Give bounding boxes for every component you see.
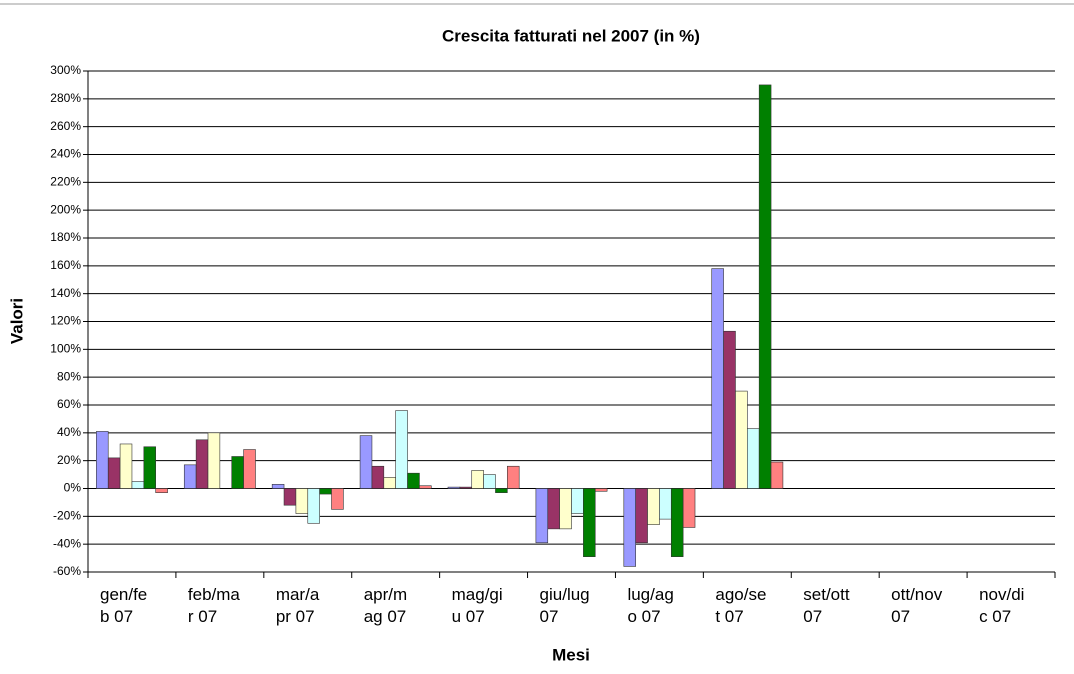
bar <box>243 449 256 489</box>
chart-title: Crescita fatturati nel 2007 (in %) <box>442 26 700 45</box>
y-tick-label: 120% <box>50 314 81 328</box>
y-tick-label: 220% <box>50 175 81 189</box>
y-tick-label: 80% <box>57 369 81 383</box>
bar <box>583 488 596 557</box>
bar <box>571 488 584 514</box>
x-tick-label: nov/dic 07 <box>979 585 1025 626</box>
x-axis-title: Mesi <box>552 645 590 664</box>
bar <box>195 439 209 489</box>
bar <box>659 488 672 520</box>
x-tick-label: ago/set 07 <box>715 585 767 626</box>
bar <box>711 268 724 489</box>
y-axis-title: Valori <box>7 298 26 344</box>
bar <box>155 488 168 493</box>
bar <box>119 443 133 489</box>
bar <box>295 488 309 514</box>
y-tick-label: -60% <box>53 564 81 578</box>
bar <box>407 472 420 489</box>
bar <box>495 488 508 493</box>
bar <box>547 488 560 530</box>
y-tick-label: 160% <box>50 258 81 272</box>
x-tick-label: mar/apr 07 <box>275 585 320 626</box>
bar <box>682 488 696 528</box>
y-tick-label: 60% <box>57 397 81 411</box>
x-tick-label: gen/feb 07 <box>100 585 148 626</box>
bar <box>758 84 772 489</box>
bar <box>535 488 549 544</box>
bar <box>459 486 473 489</box>
bar <box>594 488 608 492</box>
bar <box>395 410 408 489</box>
bar <box>207 432 221 489</box>
x-tick-label: mag/giu 07 <box>451 585 503 626</box>
bar <box>635 488 648 544</box>
bar <box>359 435 373 489</box>
bar <box>307 488 320 524</box>
y-tick-label: 40% <box>57 425 81 439</box>
y-tick-label: 20% <box>57 453 81 467</box>
bar <box>483 474 496 489</box>
y-tick-label: 200% <box>50 202 81 216</box>
bar <box>770 461 784 489</box>
bar <box>447 486 461 489</box>
y-tick-label: 240% <box>50 147 81 161</box>
x-tick-label: lug/ago 07 <box>627 585 674 626</box>
bar <box>735 390 748 489</box>
bar <box>143 446 156 489</box>
bar <box>507 465 520 489</box>
bar <box>559 488 572 530</box>
y-tick-label: 140% <box>50 286 81 300</box>
bar <box>183 464 197 489</box>
x-tick-label: set/ott 07 <box>803 585 850 626</box>
x-tick-label: apr/mag 07 <box>363 585 408 626</box>
y-tick-label: 100% <box>50 342 81 356</box>
y-tick-label: -40% <box>53 536 81 550</box>
bar <box>131 481 145 489</box>
bar <box>331 488 344 510</box>
bar <box>623 488 636 567</box>
y-tick-label: 300% <box>50 63 81 77</box>
y-tick-label: 0% <box>64 481 82 495</box>
x-tick-label: giu/lug 07 <box>539 585 590 626</box>
bar <box>107 457 121 489</box>
bar <box>670 488 684 557</box>
y-tick-label: 260% <box>50 119 81 133</box>
x-tick-label: ott/nov 07 <box>891 585 943 626</box>
y-tick-label: 280% <box>50 91 81 105</box>
bar <box>96 431 109 489</box>
x-tick-label: feb/mar 07 <box>187 585 240 626</box>
bar <box>319 488 332 495</box>
bar <box>647 488 660 525</box>
bar <box>231 456 244 489</box>
bar <box>271 484 285 489</box>
bar <box>283 488 297 506</box>
bar <box>723 330 736 489</box>
bar <box>383 477 396 489</box>
bar <box>747 428 760 489</box>
bar <box>471 470 484 489</box>
y-tick-label: -20% <box>53 509 81 523</box>
bar <box>419 485 432 489</box>
y-tick-label: 180% <box>50 230 81 244</box>
bar <box>371 465 385 489</box>
